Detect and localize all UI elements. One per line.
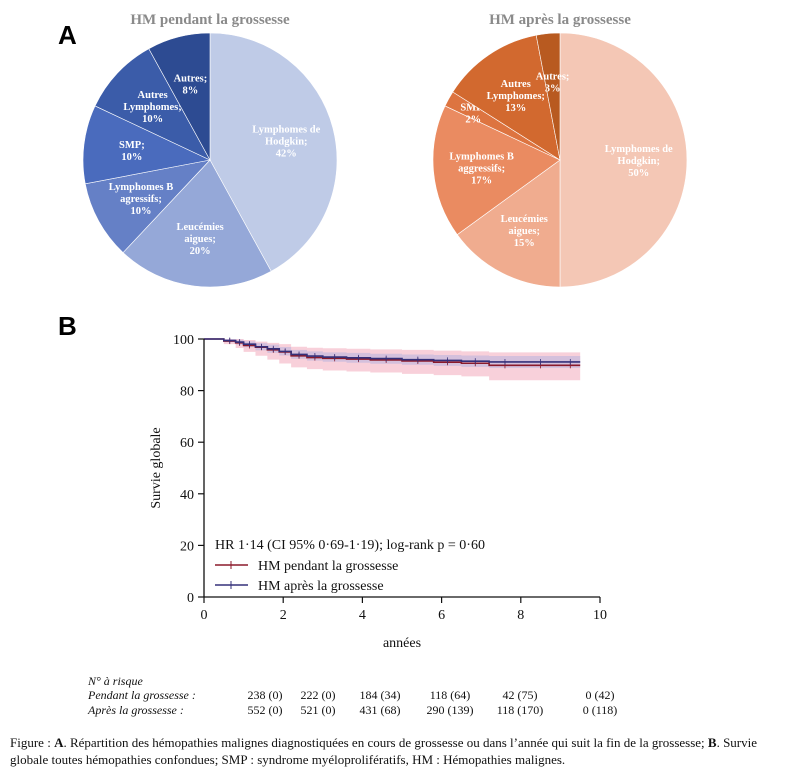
pie-title-apres: HM après la grossesse [489,12,631,28]
pie-slice-apres-0 [559,32,688,288]
pie-slice-pendant-4 [94,48,211,161]
pie-slice-label-apres-0: Lymphomes de Hodgkin; 50% [605,144,673,179]
panel-a-letter: A [58,20,77,50]
risk-value-0-3: 118 (64) [430,688,471,702]
risk-row-label-apres: Après la grossesse : [87,703,184,717]
x-tick-label-2: 4 [359,608,366,623]
risk-table-header: N° à risque [87,674,143,688]
pie-slice-apres-4 [452,34,561,161]
pie-slice-pendant-1 [122,159,272,288]
pie-slice-pendant-2 [84,159,211,254]
risk-value-1-1: 521 (0) [301,703,336,717]
pie-slice-label-pendant-5: Autres; 8% [174,74,208,97]
y-tick-label-0: 0 [187,591,194,606]
pie-slice-label-apres-1: Leucémies aigues; 15% [501,214,548,249]
risk-value-0-4: 42 (75) [503,688,538,702]
risk-value-1-5: 0 (118) [583,703,618,717]
survival-chart: 0 2 4 6 8 10 0 20 40 60 80 100 années Survie globa… [149,333,607,651]
pie-slice-label-apres-3: SMP; 2% [460,102,486,125]
pie-slice-pendant-5 [148,32,211,161]
panel-b-letter: B [58,311,77,341]
x-tick-label-1: 2 [280,608,287,623]
pie-slice-apres-2 [432,105,561,236]
hr-annotation: HR 1·14 (CI 95% 0·69-1·19); log-rank p =… [215,538,485,553]
y-tick-label-4: 80 [180,385,194,400]
pie-slice-label-pendant-3: SMP; 10% [119,140,145,163]
pie-slice-pendant-0 [209,32,338,272]
caption-prefix: Figure : [10,735,55,750]
risk-value-1-3: 290 (139) [427,703,474,717]
caption-bold-b: B [707,735,717,750]
x-tick-label-5: 10 [593,608,607,623]
risk-value-0-1: 222 (0) [301,688,336,702]
caption-text-b: . Survie globale toutes hémopathies conf… [10,735,758,767]
x-tick-label-0: 0 [201,608,208,623]
legend-label-pendant: HM pendant la grossesse [258,559,398,574]
risk-value-0-0: 238 (0) [248,688,283,702]
caption-text-a: . Répartition des hémopathies malignes d… [63,735,708,750]
y-axis-label: Survie globale [149,427,164,508]
pie-slice-label-pendant-1: Leucémies aigues; 20% [177,222,224,257]
x-axis-label: années [383,636,421,651]
pie-slice-label-apres-4: Autres Lymphomes; 13% [487,79,545,114]
y-tick-label-5: 100 [173,333,194,348]
figure-caption: Figure : A. Répartition des hémopathies … [10,734,795,768]
y-tick-label-2: 40 [180,488,194,503]
survival-curves [204,337,581,369]
pie-slice-apres-1 [456,159,561,288]
x-ticks: 0 2 4 6 8 10 [201,597,607,623]
risk-value-0-5: 0 (42) [586,688,615,702]
pie-title-pendant: HM pendant la grossesse [130,12,290,28]
risk-value-0-2: 184 (34) [360,688,401,702]
x-tick-label-3: 6 [438,608,445,623]
x-tick-label-4: 8 [517,608,524,623]
y-tick-label-3: 60 [180,436,194,451]
risk-value-1-0: 552 (0) [248,703,283,717]
pie-slice-label-apres-5: Autres; 3% [536,72,570,95]
y-ticks: 0 20 40 60 80 100 [173,333,204,606]
legend-label-apres: HM après la grossesse [258,579,384,594]
risk-table: N° à risque Pendant la grossesse : Après… [87,674,617,717]
pie-slice-label-pendant-0: Lymphomes de Hodgkin; 42% [252,124,320,159]
risk-row-label-pendant: Pendant la grossesse : [87,688,196,702]
risk-value-1-4: 118 (170) [497,703,544,717]
pie-slice-pendant-3 [82,105,211,185]
pie-chart-apres: HM après la grossesse Lymphomes de Hodgki… [432,12,688,288]
legend: HM pendant la grossesse HM après la gros… [215,559,398,594]
pie-slice-apres-5 [535,32,561,161]
y-tick-label-1: 20 [180,539,194,554]
pie-slice-label-pendant-4: Autres Lymphomes; 10% [123,90,181,125]
caption-bold-a: A [54,735,64,750]
risk-value-1-2: 431 (68) [360,703,401,717]
pie-chart-pendant: HM pendant la grossesse Lymphomes de Hodg… [82,12,338,288]
